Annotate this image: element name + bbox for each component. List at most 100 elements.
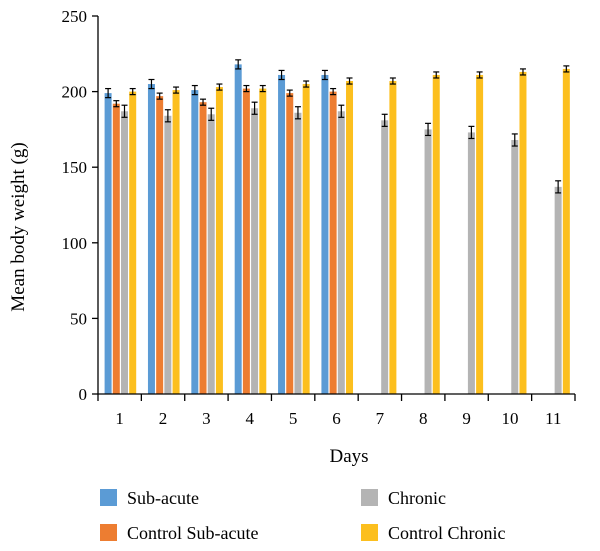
error-bar [321,69,328,81]
error-bar [303,80,310,88]
bar [156,96,164,394]
bar [172,90,180,394]
error-bar [425,122,432,137]
bar [321,74,329,394]
bar [121,111,128,394]
bar [251,108,259,394]
error-bar [330,87,337,96]
error-bar [381,113,388,127]
bar [511,139,519,394]
error-bar [148,78,155,90]
y-tick-label: 100 [62,234,88,253]
error-bar [433,71,440,79]
bar [519,71,527,394]
error-bar [251,101,258,115]
error-bar [259,84,266,93]
x-tick-label: 6 [332,409,341,428]
bar [329,91,337,394]
x-tick-label: 3 [202,409,211,428]
error-bar [208,107,215,121]
x-tick-label: 5 [289,409,298,428]
bar [286,93,294,395]
legend-swatch [100,524,117,541]
bar [164,115,172,394]
x-tick-label: 1 [115,409,124,428]
error-bar [216,83,223,91]
bar [467,132,475,395]
bar [346,81,354,395]
error-bar [389,77,396,85]
legend-label: Control Chronic [388,523,506,543]
error-bar [511,133,518,147]
bar [215,87,223,394]
error-bar [555,180,562,194]
legend-swatch [100,489,117,506]
y-tick-label: 150 [62,158,88,177]
error-bar [156,92,163,100]
legend-item: Control Sub-acute [100,523,258,543]
error-bar [105,87,112,99]
error-bar [278,69,285,81]
bar [389,81,397,395]
bar [302,84,310,394]
bar [432,74,440,394]
bar [199,102,207,395]
error-bar [286,89,293,97]
error-bar [243,84,250,93]
legend: Sub-acute Control Sub-acute Chronic Control… [100,488,506,543]
y-tick-label: 50 [70,309,87,328]
bar [554,186,562,394]
x-tick-label: 2 [159,409,168,428]
y-axis-title: Mean body weight (g) [8,142,29,311]
bar [104,93,112,395]
x-tick-label: 8 [419,409,428,428]
error-bar [338,104,345,118]
x-tick-label: 4 [246,409,255,428]
legend-item: Control Chronic [361,523,506,543]
error-bar [519,68,526,76]
bar [562,68,570,395]
plot-area: 0 50 100 150 200 250 1 2 3 4 5 6 7 8 9 10 11 [62,7,576,428]
error-bar [113,100,120,108]
y-tick-label: 0 [79,385,88,404]
error-bar [164,109,171,123]
x-tick-label: 9 [462,409,471,428]
error-bar [468,125,475,140]
error-bar [294,106,301,120]
error-bar [173,86,180,94]
error-bar [191,84,198,96]
x-axis-title: Days [329,446,368,467]
bar [207,114,215,394]
bar [129,91,137,394]
bar [191,90,199,394]
bar [278,74,286,394]
error-bar [235,59,242,70]
legend-swatch [361,524,378,541]
x-tick-label: 7 [376,409,385,428]
bar [242,88,250,394]
legend-item: Chronic [361,488,446,508]
legend-label: Chronic [388,488,446,508]
error-bar [129,87,136,96]
error-bar [121,104,128,118]
legend-label: Control Sub-acute [127,523,258,543]
error-bar [476,71,483,79]
bar [234,64,242,394]
y-tick-label: 250 [62,7,88,26]
error-bar [563,65,570,73]
bar [381,120,389,394]
bar [294,112,302,395]
legend-swatch [361,489,378,506]
y-tick-label: 200 [62,83,88,102]
bar [476,74,484,394]
legend-label: Sub-acute [127,488,199,508]
error-bar [346,77,353,85]
x-tick-label: 11 [545,409,561,428]
bar [424,129,432,394]
legend-item: Sub-acute [100,488,199,508]
bar [259,88,267,394]
error-bar [200,98,207,106]
bar [112,103,120,394]
bar [337,111,345,394]
